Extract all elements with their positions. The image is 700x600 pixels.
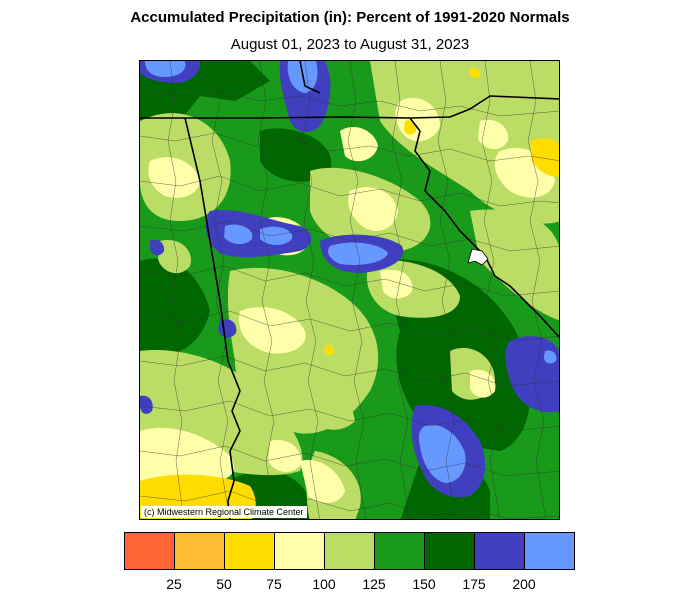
legend-swatch-75-100 bbox=[275, 533, 325, 569]
legend-swatch-150-175 bbox=[425, 533, 475, 569]
legend-swatch-below-25 bbox=[125, 533, 175, 569]
legend-swatch-175-200 bbox=[475, 533, 525, 569]
legend-swatch-25-50 bbox=[175, 533, 225, 569]
color-legend bbox=[124, 532, 575, 570]
legend-tick-100: 100 bbox=[312, 576, 336, 592]
map-title: Accumulated Precipitation (in): Percent … bbox=[130, 9, 570, 26]
legend-swatch-above-200 bbox=[525, 533, 574, 569]
map-credit: (c) Midwestern Regional Climate Center bbox=[141, 506, 307, 518]
legend-tick-175: 175 bbox=[462, 576, 486, 592]
precipitation-map: (c) Midwestern Regional Climate Center bbox=[139, 60, 560, 520]
legend-swatch-125-150 bbox=[375, 533, 425, 569]
legend-tick-75: 75 bbox=[266, 576, 282, 592]
legend-tick-50: 50 bbox=[216, 576, 232, 592]
legend-tick-25: 25 bbox=[166, 576, 182, 592]
precipitation-map-graphic bbox=[140, 61, 559, 519]
date-range-subtitle: August 01, 2023 to August 31, 2023 bbox=[230, 36, 470, 53]
legend-tick-200: 200 bbox=[512, 576, 536, 592]
legend-tick-125: 125 bbox=[362, 576, 386, 592]
legend-swatch-100-125 bbox=[325, 533, 375, 569]
legend-tick-150: 150 bbox=[412, 576, 436, 592]
legend-swatch-50-75 bbox=[225, 533, 275, 569]
